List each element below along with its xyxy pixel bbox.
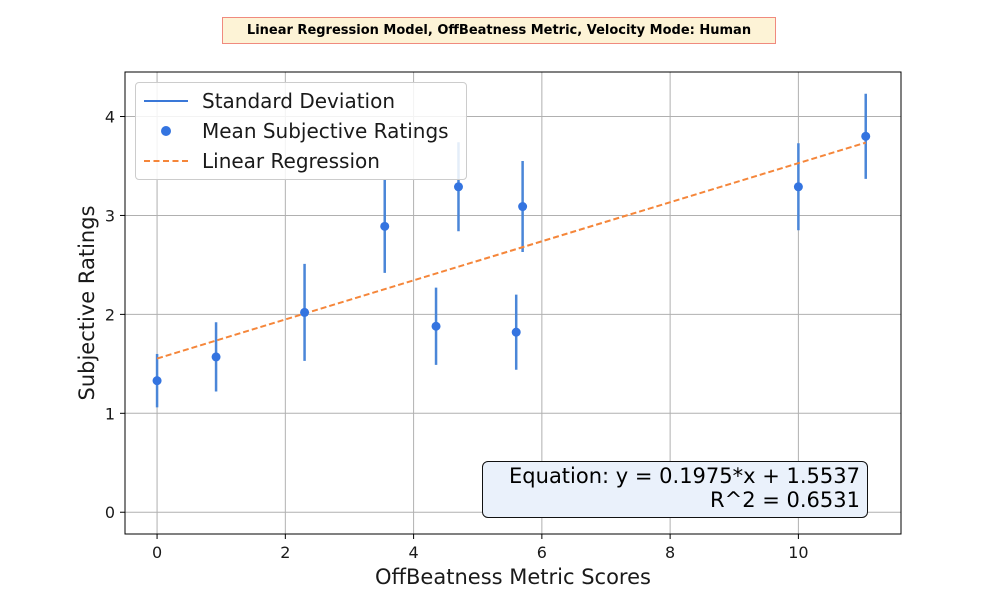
y-tick-label: 0 (105, 503, 115, 522)
x-tick-label: 10 (788, 543, 808, 562)
equation-text: Equation: y = 0.1975*x + 1.5537 (509, 464, 860, 488)
y-tick-label: 3 (105, 206, 115, 225)
data-point (518, 202, 528, 212)
data-point (211, 352, 221, 362)
legend-label-mean-subjective-ratings: Mean Subjective Ratings (202, 119, 449, 143)
data-point (431, 321, 441, 331)
x-tick-label: 6 (537, 543, 547, 562)
data-points (152, 131, 871, 386)
legend-key-line (144, 86, 188, 116)
x-tick-label: 2 (280, 543, 290, 562)
equation-annotation: Equation: y = 0.1975*x + 1.5537 R^2 = 0.… (482, 461, 868, 518)
x-tick-label: 8 (665, 543, 675, 562)
data-point (511, 327, 521, 337)
data-point (300, 307, 310, 317)
regression-line (156, 141, 867, 360)
data-point (453, 182, 463, 192)
legend-item-mean-subjective-ratings: Mean Subjective Ratings (136, 116, 466, 146)
legend-item-linear-regression: Linear Regression (136, 146, 466, 176)
data-point (152, 376, 162, 386)
legend-key-marker (144, 116, 188, 146)
y-tick-label: 1 (105, 404, 115, 423)
y-tick-label: 4 (105, 108, 115, 127)
x-tick-label: 4 (409, 543, 419, 562)
x-ticks: 0 2 4 6 8 10 (152, 534, 809, 562)
data-point (380, 221, 390, 231)
chart-title: Linear Regression Model, OffBeatness Met… (222, 17, 776, 44)
x-tick-label: 0 (152, 543, 162, 562)
y-axis-label: Subjective Ratings (75, 205, 99, 400)
legend-label-standard-deviation: Standard Deviation (202, 89, 396, 113)
x-axis-label: OffBeatness Metric Scores (375, 565, 651, 589)
y-tick-label: 2 (105, 305, 115, 324)
data-point (861, 131, 871, 141)
legend-item-standard-deviation: Standard Deviation (136, 86, 466, 116)
y-ticks: 0 1 2 3 4 (105, 108, 125, 522)
legend-key-dashed (144, 146, 188, 176)
regression-line-group (156, 141, 867, 360)
r-squared-text: R^2 = 0.6531 (710, 488, 860, 512)
legend: Standard Deviation Mean Subjective Ratin… (135, 82, 467, 180)
legend-label-linear-regression: Linear Regression (202, 149, 380, 173)
data-point (793, 182, 803, 192)
plot-frame (124, 71, 902, 535)
